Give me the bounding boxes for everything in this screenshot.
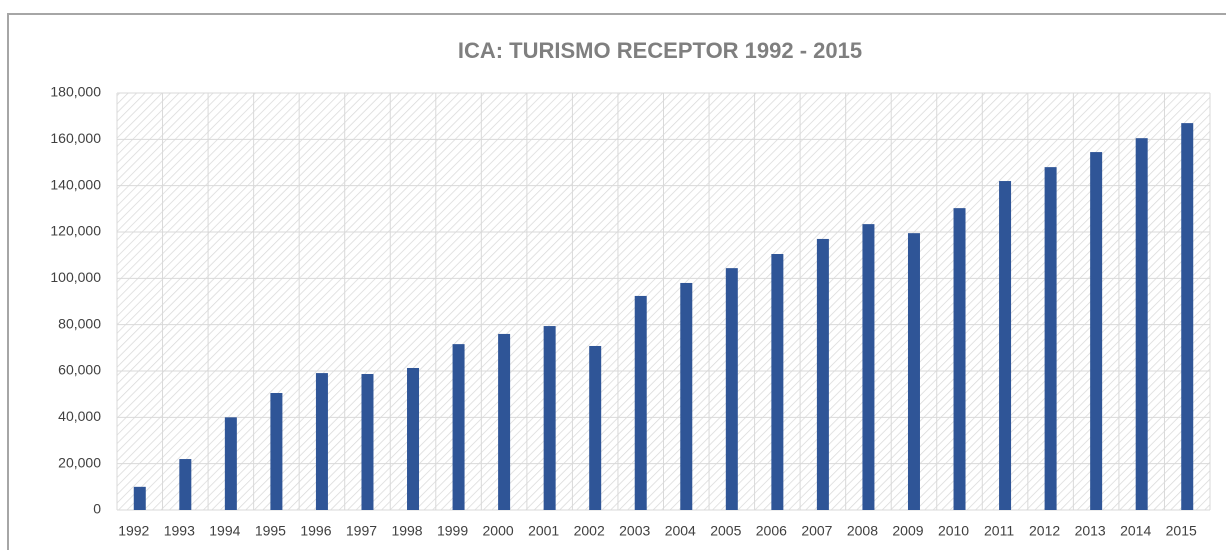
bar	[315, 373, 328, 510]
x-tick-label: 2009	[892, 523, 923, 539]
y-tick-label: 60,000	[58, 362, 101, 378]
bar	[498, 333, 511, 510]
x-tick-label: 2014	[1120, 523, 1151, 539]
x-tick-label: 1992	[118, 523, 149, 539]
y-tick-label: 20,000	[58, 454, 101, 470]
x-tick-label: 2002	[574, 523, 605, 539]
bar	[771, 254, 784, 510]
x-tick-label: 1993	[164, 523, 195, 539]
x-tick-label: 2006	[756, 523, 787, 539]
x-tick-label: 2007	[801, 523, 832, 539]
x-tick-label: 2010	[938, 523, 969, 539]
y-tick-label: 100,000	[50, 269, 101, 285]
y-tick-label: 120,000	[50, 223, 101, 239]
bar	[589, 345, 602, 510]
frame	[7, 13, 1226, 550]
x-tick-label: 2000	[483, 523, 514, 539]
bar	[725, 268, 738, 510]
x-tick-label: 1996	[300, 523, 331, 539]
x-tick-label: 2001	[528, 523, 559, 539]
bar	[1044, 167, 1057, 510]
y-tick-label: 0	[93, 501, 101, 517]
x-tick-label: 1994	[209, 523, 240, 539]
x-tick-label: 2013	[1075, 523, 1106, 539]
bar	[907, 233, 920, 511]
x-tick-label: 1997	[346, 523, 377, 539]
x-tick-label: 1995	[255, 523, 286, 539]
x-tick-label: 2003	[619, 523, 650, 539]
x-tick-label: 2012	[1029, 523, 1060, 539]
x-tick-label: 2008	[847, 523, 878, 539]
x-tick-label: 2005	[710, 523, 741, 539]
bar	[270, 393, 283, 510]
bar	[1181, 123, 1194, 510]
x-tick-label: 1998	[391, 523, 422, 539]
x-tick-label: 1999	[437, 523, 468, 539]
bar	[680, 282, 693, 510]
y-tick-label: 80,000	[58, 315, 101, 331]
x-tick-label: 2015	[1166, 523, 1197, 539]
bar	[816, 238, 829, 510]
bar	[634, 295, 647, 510]
bar	[953, 208, 966, 510]
bar	[407, 367, 420, 510]
bar	[543, 326, 556, 510]
bar	[1135, 138, 1148, 511]
y-tick-label: 180,000	[50, 84, 101, 100]
bar	[862, 224, 875, 510]
y-tick-label: 40,000	[58, 408, 101, 424]
x-tick-label: 2011	[984, 523, 1014, 539]
y-tick-label: 140,000	[50, 176, 101, 192]
bar	[179, 459, 192, 510]
y-tick-label: 160,000	[50, 130, 101, 146]
bar	[224, 417, 237, 510]
bar	[452, 344, 465, 510]
chart-title: ICA: TURISMO RECEPTOR 1992 - 2015	[458, 38, 862, 63]
bar	[999, 181, 1012, 511]
x-tick-label: 2004	[665, 523, 696, 539]
bar	[1090, 152, 1103, 510]
bar	[361, 374, 374, 510]
bar	[133, 486, 146, 510]
